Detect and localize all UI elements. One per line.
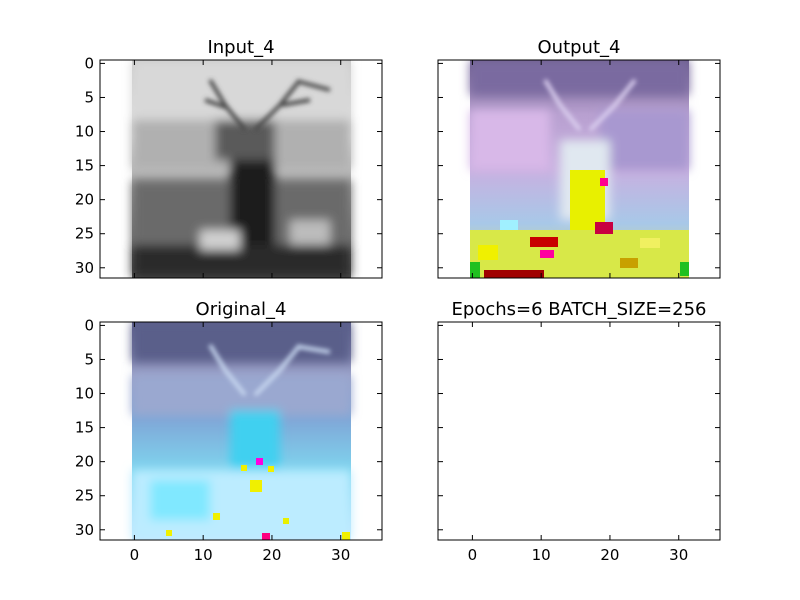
x-tick-label: 0 bbox=[468, 546, 478, 564]
subplot-title-original: Original_4 bbox=[196, 299, 287, 320]
y-tick-label: 15 bbox=[75, 419, 94, 437]
original-image bbox=[132, 322, 351, 540]
x-tick-label: 0 bbox=[130, 546, 140, 564]
x-tick-label: 20 bbox=[262, 546, 281, 564]
subplot-original bbox=[99, 321, 383, 541]
x-tick-label: 30 bbox=[331, 546, 350, 564]
y-tick-label: 20 bbox=[75, 191, 94, 209]
y-tick-label: 25 bbox=[75, 225, 94, 243]
y-tick-label: 5 bbox=[84, 88, 94, 106]
subplot-empty bbox=[437, 321, 721, 541]
subplot-title-input: Input_4 bbox=[207, 37, 274, 58]
subplot-input bbox=[99, 59, 383, 279]
y-tick-label: 15 bbox=[75, 157, 94, 175]
y-tick-label: 10 bbox=[75, 385, 94, 403]
y-tick-label: 5 bbox=[84, 350, 94, 368]
x-tick-label: 10 bbox=[532, 546, 551, 564]
y-tick-label: 0 bbox=[84, 54, 94, 72]
input-image bbox=[132, 60, 351, 278]
x-tick-label: 30 bbox=[669, 546, 688, 564]
y-tick-label: 30 bbox=[75, 259, 94, 277]
output-image bbox=[470, 60, 689, 278]
y-tick-label: 0 bbox=[84, 316, 94, 334]
subplot-output bbox=[437, 59, 721, 279]
y-tick-label: 20 bbox=[75, 453, 94, 471]
axis-ticks: 0 5 10 15 20 25 30 0 10 20 30 0 5 10 15 20 25 30 0 10 20 30 bbox=[75, 54, 720, 564]
x-tick-label: 10 bbox=[194, 546, 213, 564]
subplot-title-output: Output_4 bbox=[538, 37, 621, 58]
y-tick-label: 25 bbox=[75, 487, 94, 505]
y-tick-label: 10 bbox=[75, 123, 94, 141]
y-tick-label: 30 bbox=[75, 521, 94, 539]
subplot-title-empty: Epochs=6 BATCH_SIZE=256 bbox=[452, 299, 707, 320]
x-tick-label: 20 bbox=[600, 546, 619, 564]
